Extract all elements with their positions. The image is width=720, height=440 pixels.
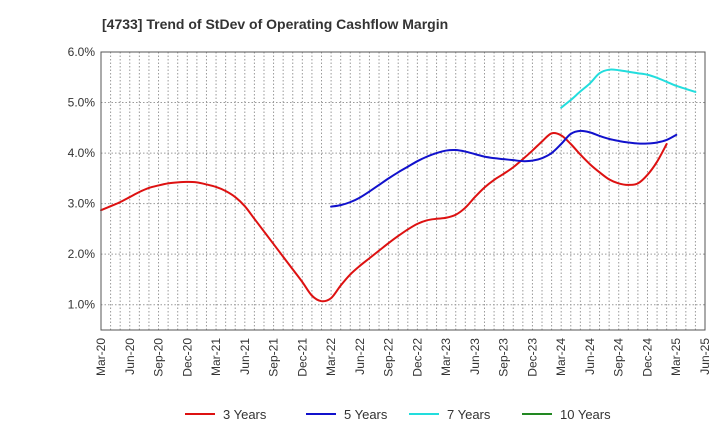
x-tick-label: Jun-24 [583, 338, 597, 375]
y-tick-label: 2.0% [68, 247, 96, 261]
y-tick-label: 5.0% [68, 96, 96, 110]
legend-label-7-years: 7 Years [447, 407, 491, 422]
x-tick-label: Jun-23 [468, 338, 482, 375]
x-tick-label: Jun-25 [698, 338, 712, 375]
x-tick-label: Dec-22 [410, 338, 424, 377]
x-tick-label: Sep-24 [612, 338, 626, 377]
chart-title: [4733] Trend of StDev of Operating Cashf… [102, 16, 449, 32]
x-tick-label: Mar-23 [439, 338, 453, 376]
y-tick-label: 4.0% [68, 146, 96, 160]
legend: 3 Years 5 Years 7 Years 10 Years [185, 407, 611, 422]
plot-area-frame [100, 51, 706, 331]
series-line-7-years [560, 68, 697, 109]
legend-label-10-years: 10 Years [560, 407, 611, 422]
x-tick-label: Mar-21 [209, 338, 223, 376]
x-tick-label: Sep-23 [497, 338, 511, 377]
legend-label-5-years: 5 Years [344, 407, 388, 422]
x-tick-label: Sep-22 [382, 338, 396, 377]
x-tick-label: Jun-20 [123, 338, 137, 375]
x-tick-label: Sep-21 [267, 338, 281, 377]
x-tick-label: Jun-21 [238, 338, 252, 375]
y-tick-label: 6.0% [68, 45, 96, 59]
x-tick-label: Mar-24 [554, 338, 568, 376]
series-line-5-years [330, 129, 678, 208]
legend-label-3-years: 3 Years [223, 407, 267, 422]
series-line-3-years [100, 132, 668, 303]
y-tick-label: 3.0% [68, 197, 96, 211]
x-tick-label: Dec-24 [640, 338, 654, 377]
series-lines [100, 68, 697, 303]
grid [100, 51, 706, 330]
x-tick-label: Sep-20 [152, 338, 166, 377]
x-tick-label: Dec-23 [525, 338, 539, 377]
x-tick-label: Mar-22 [324, 338, 338, 376]
axes: 1.0% 2.0% 3.0% 4.0% 5.0% 6.0% Mar-20 Jun-20 Sep-… [68, 45, 712, 377]
x-tick-label: Dec-20 [180, 338, 194, 377]
x-tick-label: Mar-20 [94, 338, 108, 376]
x-tick-label: Mar-25 [669, 338, 683, 376]
x-tick-label: Jun-22 [353, 338, 367, 375]
y-tick-label: 1.0% [68, 298, 96, 312]
x-tick-label: Dec-21 [295, 338, 309, 377]
